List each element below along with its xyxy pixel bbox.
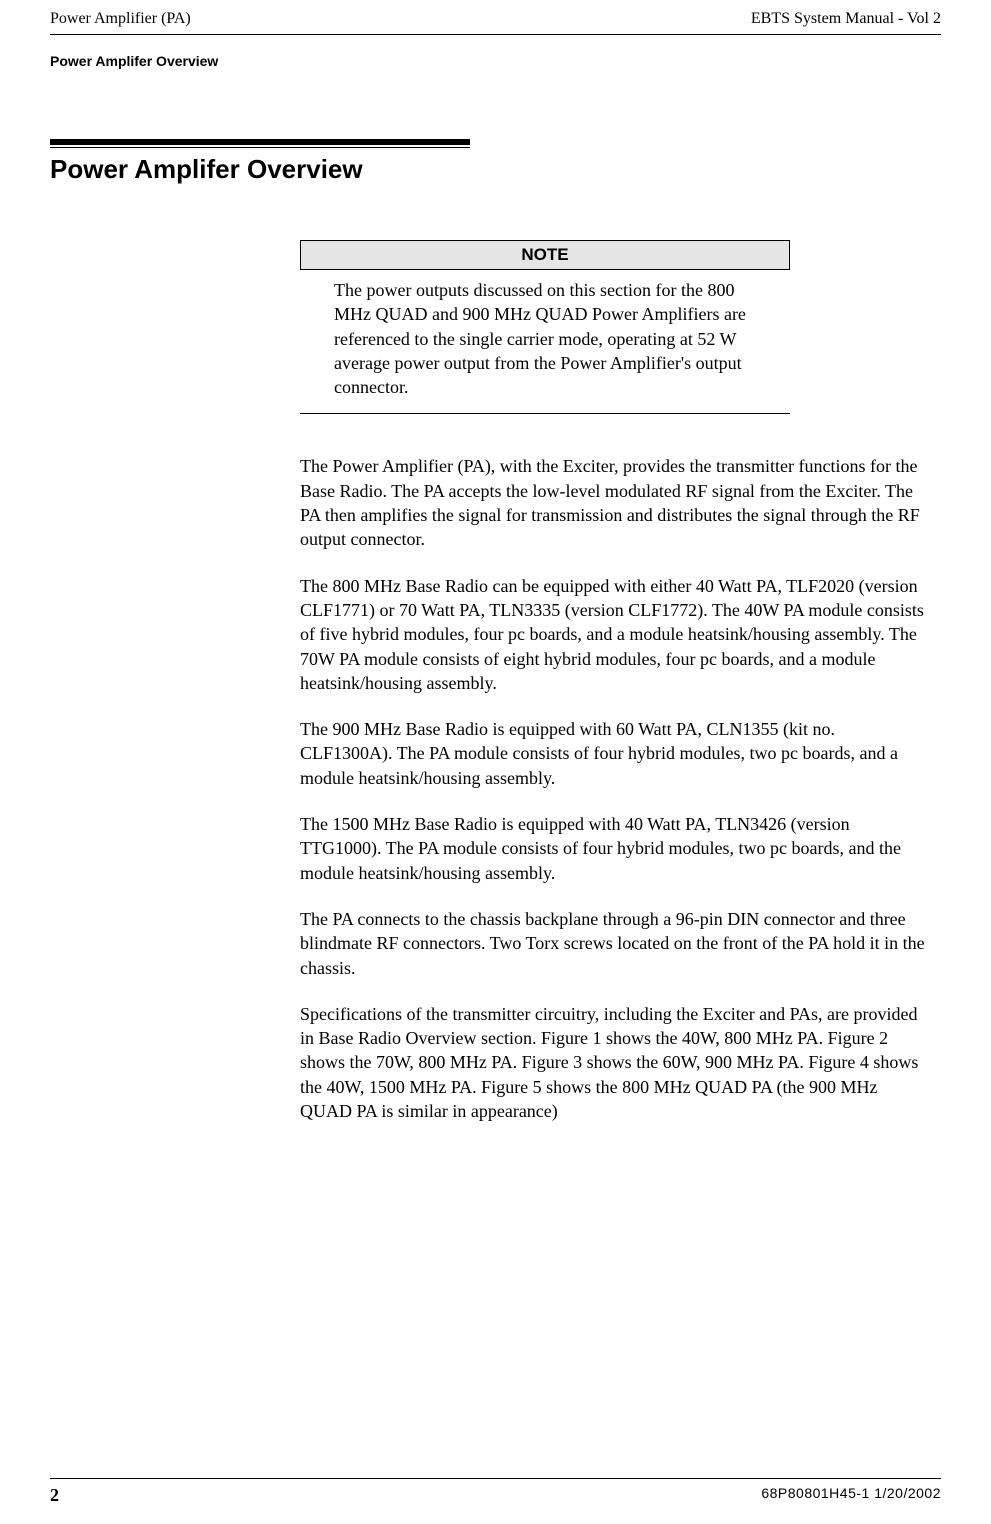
note-label: NOTE — [300, 240, 790, 270]
section-title: Power Amplifer Overview — [50, 154, 941, 185]
note-body: The power outputs discussed on this sect… — [300, 270, 790, 413]
header-sub: Power Amplifer Overview — [50, 53, 941, 69]
running-header: Power Amplifier (PA) EBTS System Manual … — [50, 10, 941, 28]
note-box: NOTE The power outputs discussed on this… — [300, 240, 790, 414]
paragraph-6: Specifications of the transmitter circui… — [300, 1002, 931, 1123]
note-bottom-rule — [300, 413, 790, 414]
paragraph-5: The PA connects to the chassis backplane… — [300, 907, 931, 980]
paragraph-2: The 800 MHz Base Radio can be equipped w… — [300, 574, 931, 695]
header-right: EBTS System Manual - Vol 2 — [751, 10, 941, 28]
paragraph-3: The 900 MHz Base Radio is equipped with … — [300, 717, 931, 790]
page: Power Amplifier (PA) EBTS System Manual … — [0, 0, 991, 1524]
footer-row: 2 68P80801H45-1 1/20/2002 — [50, 1485, 941, 1506]
doc-id: 68P80801H45-1 1/20/2002 — [761, 1485, 941, 1506]
footer: 2 68P80801H45-1 1/20/2002 — [50, 1478, 941, 1506]
section-rule-thin — [50, 147, 470, 148]
paragraph-1: The Power Amplifier (PA), with the Excit… — [300, 454, 931, 551]
header-left: Power Amplifier (PA) — [50, 10, 191, 28]
section-rule-thick — [50, 139, 470, 145]
content-column: NOTE The power outputs discussed on this… — [300, 240, 931, 1123]
footer-rule — [50, 1478, 941, 1479]
paragraph-4: The 1500 MHz Base Radio is equipped with… — [300, 812, 931, 885]
header-rule — [50, 34, 941, 35]
page-number: 2 — [50, 1485, 59, 1506]
